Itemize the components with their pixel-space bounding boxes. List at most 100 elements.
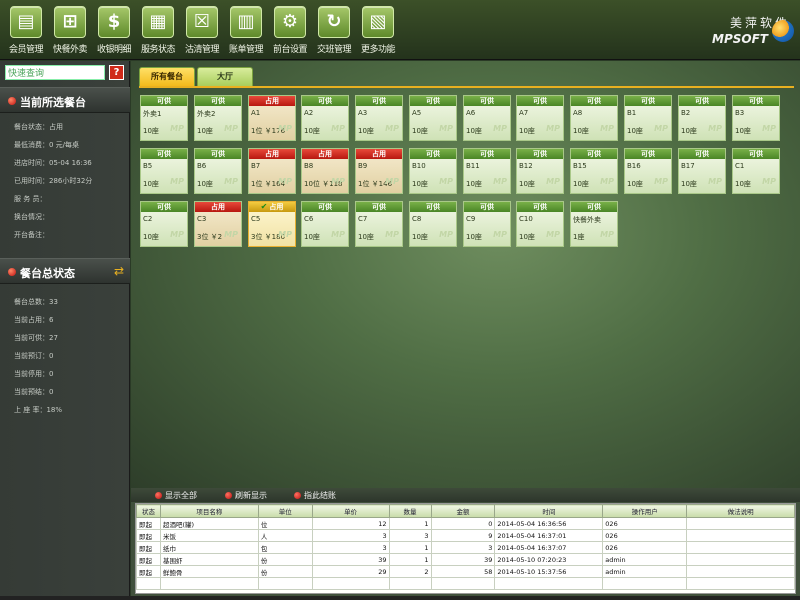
table-row[interactable]: 即起 米饭人 3 3 9 2014-05-04 16:37:01 026 [136,529,795,542]
table-row[interactable]: 即起 纸巾包 3 1 3 2014-05-04 16:37:07 026 [136,541,795,554]
table-card[interactable]: 可供 B1 10座 MP [624,95,672,141]
quick-search-input[interactable] [5,65,105,80]
grid-cell: 2 [388,565,432,578]
grid-cell: 026 [602,529,688,542]
table-card[interactable]: 可供 C2 10座 MP [140,201,188,247]
toolbar-button-2[interactable]: ⊞ 快餐外卖 [48,6,92,56]
order-items-grid[interactable]: 状态 项目名称 单位 单价 数量 金额 时间 操作用户 做法说明 即起 超酒吧(罐) 位 12 1 0 20… [135,503,796,594]
table-status-text: 可供 [533,97,547,105]
table-card[interactable]: 可供 B5 10座 MP [140,148,188,194]
table-card[interactable]: 可供 A8 10座 MP [570,95,618,141]
table-card[interactable]: 可供 A3 10座 MP [355,95,403,141]
info-row: 餐台状态：占用 [14,123,63,131]
mp-watermark: MP [600,230,614,239]
info-row: 最低消费：0 元/每桌 [14,141,80,149]
table-card[interactable]: 可供 C10 10座 MP [516,201,564,247]
column-header[interactable]: 单位 [257,504,313,518]
table-card[interactable]: 可供 B12 10座 MP [516,148,564,194]
show-all-button[interactable]: 显示全部 [155,490,197,501]
table-card[interactable]: 可供 B16 10座 MP [624,148,672,194]
table-card[interactable]: 可供 B11 10座 MP [463,148,511,194]
current-table-panel-header: 当前所选餐台 [0,87,130,113]
column-header[interactable]: 做法说明 [686,504,795,518]
refresh-button[interactable]: 刷新显示 [225,490,267,501]
table-card[interactable]: 可供 C9 10座 MP [463,201,511,247]
table-status-text: 可供 [480,150,494,158]
table-row[interactable]: 即起 基围虾份 39 1 39 2014-05-10 07:20:23 admin [136,553,795,566]
toolbar-button-1[interactable]: ▤ 会员管理 [4,6,48,56]
table-card[interactable]: 可供 B15 10座 MP [570,148,618,194]
tab-underline [139,86,794,88]
mp-watermark: MP [600,177,614,186]
table-card[interactable]: 可供 A5 10座 MP [409,95,457,141]
column-header[interactable]: 时间 [494,504,604,518]
grid-cell: 2014-05-04 16:36:56 [494,517,604,530]
table-card[interactable]: 可供 B17 10座 MP [678,148,726,194]
info-row: 当前可供：27 [14,334,58,342]
toolbar-button-9[interactable]: ▧ 更多功能 [356,6,400,56]
table-status-text: 占用 [269,203,284,211]
table-status-badge: 占用 [249,149,295,159]
grid-cell: 即起 [136,565,161,578]
table-card[interactable]: 可供 A2 10座 MP [301,95,349,141]
info-row: 当前预订：0 [14,352,54,360]
column-header[interactable]: 状态 [136,504,161,518]
column-header[interactable]: 项目名称 [159,504,259,518]
column-header[interactable]: 单价 [311,504,390,518]
table-card[interactable]: 可供 C1 10座 MP [732,148,780,194]
mp-watermark: MP [654,177,668,186]
table-card[interactable]: 占用 B8 10位 ￥118 MP [301,148,349,194]
table-card[interactable]: 可供 A6 10座 MP [463,95,511,141]
table-area: 所有餐台 大厅 可供 外卖1 10座 MP 可供 外卖2 10座 MP 占用 A1 1位 ￥176 M… [131,61,800,488]
column-header[interactable]: 操作用户 [602,504,688,518]
table-row[interactable]: 即起 超酒吧(罐) 位 12 1 0 2014-05-04 16:36:56 026 [136,517,795,530]
tab-all-tables[interactable]: 所有餐台 [139,67,195,87]
table-card[interactable]: 可供 C6 10座 MP [301,201,349,247]
table-card[interactable]: 可供 外卖1 10座 MP [140,95,188,141]
table-status-text: 可供 [587,97,601,105]
toolbar-button-3[interactable]: $ 收银明细 [92,6,136,56]
red-dot-icon [8,268,16,276]
table-status-text: 可供 [157,150,171,158]
grid-cell: 1 [388,517,432,530]
table-card[interactable]: 占用 A1 1位 ￥176 MP [248,95,296,141]
table-card[interactable]: 可供 快餐外卖 1座 MP [570,201,618,247]
table-status-text: 可供 [533,203,547,211]
table-name: A1 [251,109,261,117]
table-card[interactable]: ✔ 占用 C5 3位 ￥180 MP [248,201,296,247]
toolbar-button-6[interactable]: ▥ 账单管理 [224,6,268,56]
toolbar-button-5[interactable]: ☒ 沽清管理 [180,6,224,56]
table-row[interactable]: 即起 鲜鲍骨份 29 2 58 2014-05-10 15:37:56 admin [136,565,795,578]
table-name: A6 [466,109,476,117]
tab-hall[interactable]: 大厅 [197,67,253,87]
table-card[interactable]: 占用 B7 1位 ￥164 MP [248,148,296,194]
table-status-text: 可供 [587,150,601,158]
table-card[interactable]: 可供 C8 10座 MP [409,201,457,247]
mp-watermark: MP [439,177,453,186]
table-card[interactable]: 可供 外卖2 10座 MP [194,95,242,141]
table-card[interactable]: 可供 C7 10座 MP [355,201,403,247]
toolbar-button-4[interactable]: ▦ 服务状态 [136,6,180,56]
info-row: 餐台总数：33 [14,298,58,306]
checkout-button[interactable]: 指此结账 [294,490,336,501]
toolbar-button-7[interactable]: ⚙ 前台设置 [268,6,312,56]
table-card[interactable]: 可供 A7 10座 MP [516,95,564,141]
search-help-icon[interactable]: ? [109,65,124,80]
grid-cell: 鲜鲍骨 [159,565,259,578]
table-card[interactable]: 占用 C3 3位 ￥2 MP [194,201,242,247]
table-card[interactable]: 可供 B10 10座 MP [409,148,457,194]
table-card[interactable]: 可供 B2 10座 MP [678,95,726,141]
toolbar-button-8[interactable]: ↻ 交班管理 [312,6,356,56]
table-card[interactable]: 可供 B3 10座 MP [732,95,780,141]
table-card[interactable]: 可供 B6 10座 MP [194,148,242,194]
table-info: 1位 ￥176 [251,127,286,135]
column-header[interactable]: 数量 [388,504,432,518]
grid-cell: 12 [311,517,390,530]
table-info: 10座 [197,127,213,135]
table-card[interactable]: 占用 B9 1位 ￥146 MP [355,148,403,194]
swap-arrows-icon[interactable]: ⇄ [113,264,124,278]
column-header[interactable]: 金额 [430,504,496,518]
grid-cell: 即起 [136,541,161,554]
table-status-badge: 可供 [517,149,563,159]
